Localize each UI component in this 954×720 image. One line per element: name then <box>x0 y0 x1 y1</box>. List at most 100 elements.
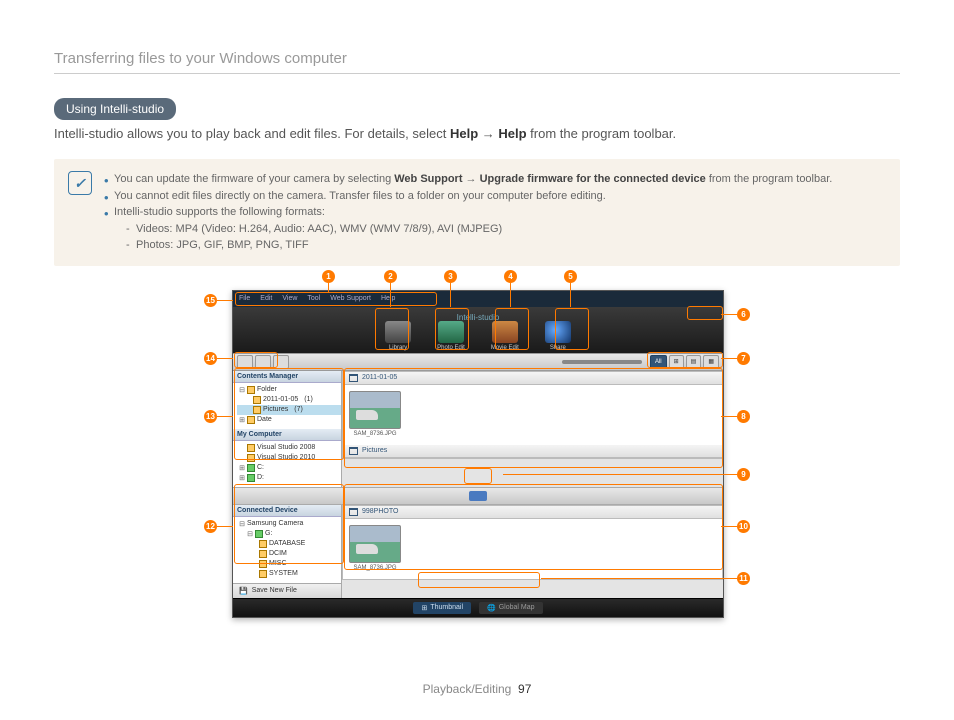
pictures-count: (7) <box>294 406 303 413</box>
folder-icon <box>259 550 267 558</box>
callout-line <box>217 358 233 359</box>
c-label: C: <box>257 464 264 471</box>
menu-web[interactable]: Web Support <box>330 295 371 302</box>
callout-4: 4 <box>504 270 517 283</box>
callout-2: 2 <box>384 270 397 283</box>
drive-icon <box>247 464 255 472</box>
drive-icon <box>247 474 255 482</box>
panel-bottom: 998PHOTO SAM_8736.JPG <box>342 505 723 580</box>
mid-divider <box>233 487 723 505</box>
menu-help[interactable]: Help <box>381 295 395 302</box>
library-icon <box>385 321 411 343</box>
folder-icon <box>247 454 255 462</box>
tree-database[interactable]: DATABASE <box>237 539 341 549</box>
callout-line <box>217 416 233 417</box>
note-3a: Videos: MP4 (Video: H.264, Audio: AAC), … <box>126 221 832 238</box>
note3-head: Intelli-studio supports the following fo… <box>114 206 325 218</box>
thumb-btn-label: Thumbnail <box>430 604 463 611</box>
chevron-down-icon[interactable] <box>469 491 487 501</box>
tree-g[interactable]: ⊟G: <box>237 529 341 539</box>
share-label: Share <box>550 345 566 351</box>
nav-refresh[interactable] <box>273 355 289 369</box>
movie-icon <box>492 321 518 343</box>
toolbar: Intelli-studio Library Photo Edit Movie … <box>233 307 723 353</box>
toolbar-movie[interactable]: Movie Edit <box>491 321 519 351</box>
tree-date-root[interactable]: ⊞Date <box>237 415 341 425</box>
menu-view[interactable]: View <box>282 295 297 302</box>
vs2010-label: Visual Studio 2010 <box>257 454 315 461</box>
thumbnail[interactable]: SAM_8736.JPG <box>349 391 401 439</box>
save-new-file[interactable]: 💾Save New File <box>233 583 341 598</box>
tree-pictures[interactable]: Pictures (7) <box>237 405 341 415</box>
tree-vs2010[interactable]: Visual Studio 2010 <box>237 453 341 463</box>
bottom-thumbnail[interactable]: ⊞Thumbnail <box>413 602 471 614</box>
tree-system[interactable]: SYSTEM <box>237 569 341 579</box>
folder-icon <box>247 386 255 394</box>
page-footer: Playback/Editing 97 <box>0 682 954 696</box>
callout-12: 12 <box>204 520 217 533</box>
tree-vs2008[interactable]: Visual Studio 2008 <box>237 443 341 453</box>
date-count: (1) <box>304 396 313 403</box>
map-btn-label: Global Map <box>499 604 535 611</box>
callout-1: 1 <box>322 270 335 283</box>
view-mode-3[interactable]: ▦ <box>703 355 719 369</box>
note1-post: from the program toolbar. <box>706 173 833 185</box>
dcim-label: DCIM <box>269 550 287 557</box>
tree-misc[interactable]: MISC <box>237 559 341 569</box>
callout-line <box>217 526 233 527</box>
bottom-globalmap[interactable]: 🌐Global Map <box>479 602 543 614</box>
intro-post: from the program toolbar. <box>527 126 677 141</box>
note-2: You cannot edit files directly on the ca… <box>104 188 832 205</box>
library-label: Library <box>389 345 407 351</box>
panel-bottom-header: 998PHOTO <box>343 506 722 519</box>
callout-line <box>541 578 737 579</box>
intro-text: Intelli-studio allows you to play back a… <box>54 126 900 141</box>
d-label: D: <box>257 474 264 481</box>
toolbar-photo[interactable]: Photo Edit <box>437 321 465 351</box>
view-all[interactable]: All <box>650 355 667 369</box>
folder-icon <box>259 560 267 568</box>
callout-6: 6 <box>737 308 750 321</box>
view-mode-2[interactable]: ▤ <box>686 355 702 369</box>
drive-icon <box>255 530 263 538</box>
tree-samsung[interactable]: ⊟Samsung Camera <box>237 519 341 529</box>
control-bar: All ⊞ ▤ ▦ <box>233 353 723 371</box>
callout-3: 3 <box>444 270 457 283</box>
connected-header: Connected Device <box>233 505 341 517</box>
menu-tool[interactable]: Tool <box>307 295 320 302</box>
menu-edit[interactable]: Edit <box>260 295 272 302</box>
callout-7: 7 <box>737 352 750 365</box>
zoom-slider[interactable] <box>562 360 642 364</box>
callout-5: 5 <box>564 270 577 283</box>
save-label: Save New File <box>252 587 297 594</box>
note-icon: ✓ <box>68 171 92 195</box>
nav-fwd[interactable] <box>255 355 271 369</box>
view-mode-1[interactable]: ⊞ <box>669 355 684 369</box>
vs2008-label: Visual Studio 2008 <box>257 444 315 451</box>
pictures-label: Pictures <box>263 406 288 413</box>
tree-c[interactable]: ⊞C: <box>237 463 341 473</box>
folder-icon <box>247 444 255 452</box>
thumb-caption: SAM_8736.JPG <box>353 565 396 571</box>
thumbnail[interactable]: SAM_8736.JPG <box>349 525 401 573</box>
tree-date[interactable]: 2011-01-05 (1) <box>237 395 341 405</box>
folder-icon <box>259 570 267 578</box>
tree-folder[interactable]: ⊟Folder <box>237 385 341 395</box>
tree-d[interactable]: ⊞D: <box>237 473 341 483</box>
toolbar-library[interactable]: Library <box>385 321 411 351</box>
tree-dcim[interactable]: DCIM <box>237 549 341 559</box>
toolbar-share[interactable]: Share <box>545 321 571 351</box>
note-3b: Photos: JPG, GIF, BMP, PNG, TIFF <box>126 237 832 254</box>
menu-file[interactable]: File <box>239 295 250 302</box>
movie-label: Movie Edit <box>491 345 519 351</box>
nav-back[interactable] <box>237 355 253 369</box>
menubar[interactable]: File Edit View Tool Web Support Help <box>233 291 723 307</box>
folder-icon <box>247 416 255 424</box>
callout-line <box>570 283 571 307</box>
note1-b1: Web Support <box>394 173 462 185</box>
callout-14: 14 <box>204 352 217 365</box>
callout-10: 10 <box>737 520 750 533</box>
callout-13: 13 <box>204 410 217 423</box>
folder-label: Folder <box>257 386 277 393</box>
folder-icon <box>253 396 261 404</box>
